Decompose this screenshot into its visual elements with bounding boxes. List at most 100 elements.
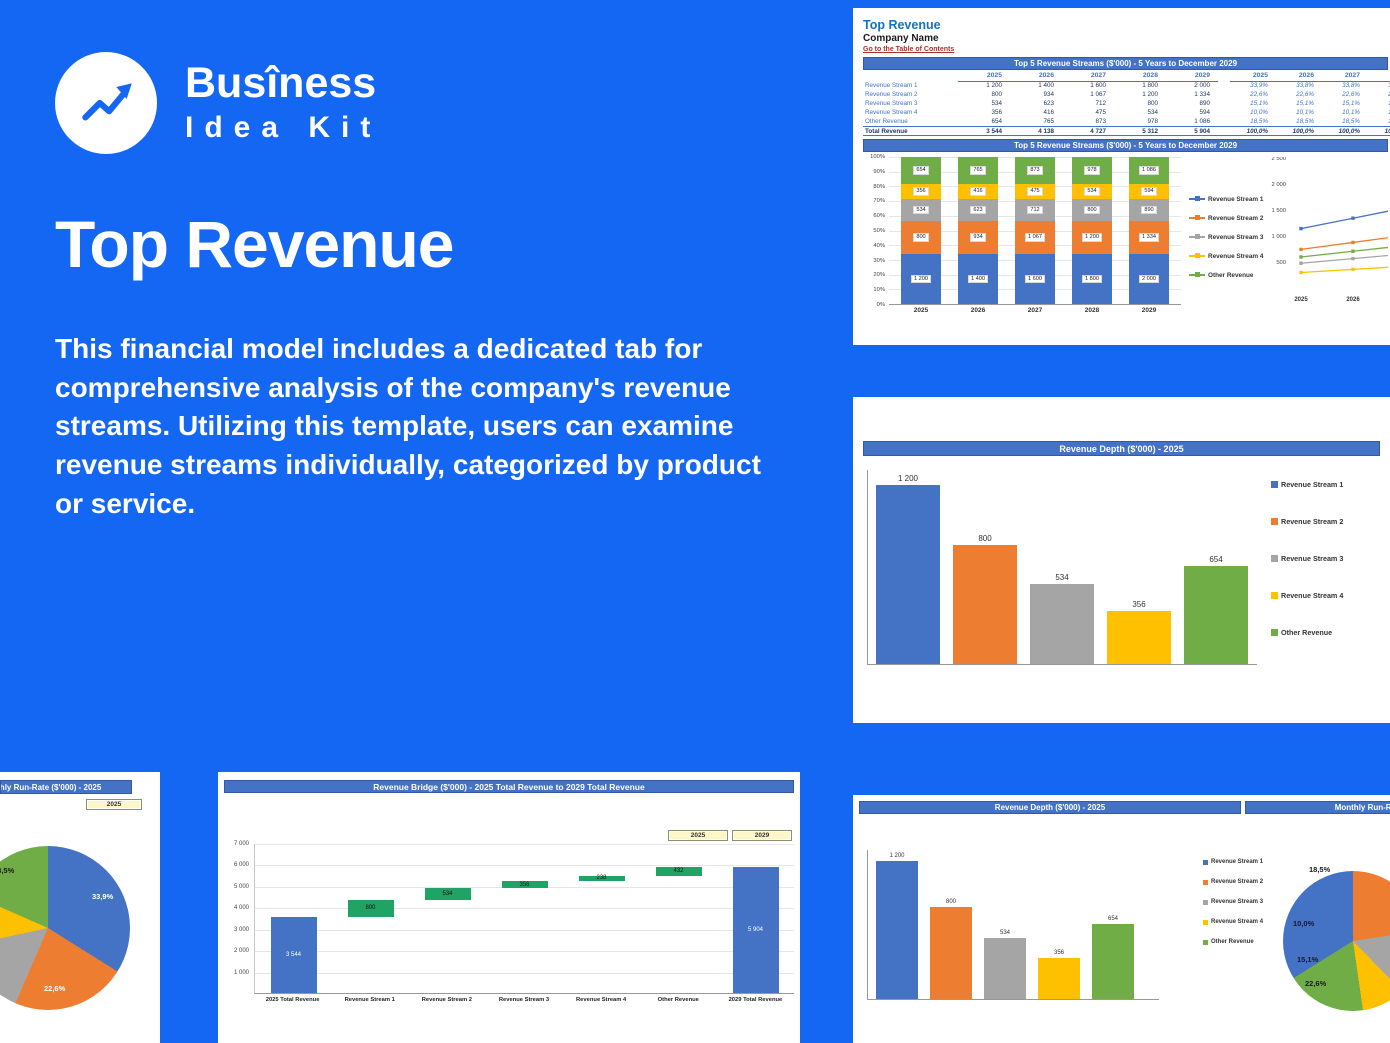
y-axis-tick: 80% (873, 183, 885, 190)
bridge-year-selector-start[interactable]: 2025 (668, 830, 728, 841)
cell-value: 356 (991, 109, 1002, 116)
cell-percent: 18,4% (1368, 118, 1390, 125)
cell-value: 1 334 (1194, 91, 1210, 98)
segment-data-label: 1 334 (1139, 233, 1159, 242)
y-axis-tick: 2 000 (1271, 182, 1286, 188)
bar (930, 907, 972, 999)
x-axis-tick: 2026 (970, 307, 986, 314)
bar-segment: 356 (901, 184, 941, 199)
legend-label: Revenue Stream 3 (1211, 899, 1264, 905)
y-axis-tick: 7 000 (233, 841, 249, 847)
legend-marker (1189, 253, 1205, 258)
segment-data-label: 1 067 (1025, 233, 1045, 242)
year-column-header: 2027 (1062, 70, 1114, 82)
table-row: Revenue Stream 4 356 416 475 534 594 10,0% 10,1… (863, 108, 1390, 117)
total-cell-percent: 100,0% (1246, 127, 1268, 135)
stacked-bar: 1 200 800 534 356 654 (901, 157, 941, 304)
cell-value: 654 (991, 118, 1002, 125)
cell-percent: 18,5% (1296, 118, 1314, 125)
bar-segment: 934 (958, 221, 998, 255)
bar-segment: 1 800 (1072, 254, 1112, 304)
bar (1038, 958, 1080, 999)
y-axis-tick: 90% (873, 168, 885, 175)
bar-segment: 623 (958, 198, 998, 222)
company-name: Company Name (863, 33, 939, 44)
legend-item: Revenue Stream 4 (1189, 253, 1267, 260)
cell-percent: 10,1% (1368, 109, 1390, 116)
segment-data-label: 475 (1027, 187, 1043, 196)
segment-data-label: 873 (1027, 166, 1043, 175)
segment-data-label: 2 000 (1139, 274, 1159, 284)
legend-label: Revenue Stream 1 (1281, 480, 1344, 489)
total-cell-value: 4 138 (1038, 127, 1054, 135)
segment-data-label: 890 (1141, 205, 1157, 215)
bar-segment: 1 400 (958, 254, 998, 304)
bridge-year-selector-end[interactable]: 2029 (732, 830, 792, 841)
bar-segment: 534 (901, 198, 941, 222)
spreadsheet-panel-top: Top Revenue Company Name Go to the Table… (853, 8, 1390, 345)
legend-item: Other Revenue (1203, 939, 1263, 945)
segment-data-label: 594 (1141, 187, 1157, 196)
cell-value: 534 (991, 100, 1002, 107)
depth-small-legend: Revenue Stream 1 Revenue Stream 2 Revenue … (1189, 849, 1263, 945)
bar-segment: 2 000 (1129, 254, 1169, 304)
waterfall-slot: 534 (409, 844, 486, 993)
bar (984, 937, 1026, 999)
segment-data-label: 534 (1084, 187, 1100, 196)
stacked-chart-header: Top 5 Revenue Streams ($'000) - 5 Years … (863, 139, 1388, 152)
cell-percent: 15,1% (1342, 100, 1360, 107)
legend-marker (1203, 939, 1208, 945)
run-rate-panel-left: Monthly Run-Rate ($'000) - 2025 2025 18,… (0, 772, 160, 1043)
cell-value: 1 067 (1090, 91, 1106, 98)
x-axis-tick: 2025 (913, 307, 929, 314)
bar (953, 544, 1017, 664)
bar-column: 534 (1030, 470, 1094, 664)
waterfall-bar: 534 (424, 888, 471, 900)
table-year-header-row: 202520262027202820292025202620272028 (863, 70, 1390, 82)
legend-label: Revenue Stream 3 (1208, 233, 1264, 241)
x-category-label: Revenue Stream 2 (421, 997, 472, 1003)
revenue-depth-plot: 1 200 800 534 356 654 (867, 470, 1257, 665)
bar-data-label: 5 904 (747, 926, 763, 933)
page-description: This financial model includes a dedicate… (55, 333, 761, 519)
waterfall-bar: 356 (501, 880, 548, 889)
brand-name: Busîness Idea Kit (185, 61, 381, 144)
revenue-table: 202520262027202820292025202620272028 Reve… (863, 70, 1390, 136)
cell-percent: 22,6% (1342, 91, 1360, 98)
legend-label: Revenue Stream 3 (1281, 554, 1344, 563)
revenue-depth-panel: Revenue Depth ($'000) - 2025 1 200 800 534… (853, 397, 1390, 723)
stacked-bar: 2 000 1 334 890 594 1 086 (1129, 157, 1169, 304)
gridline (255, 844, 794, 845)
cell-percent: 33,9% (1250, 82, 1268, 89)
legend-label: Revenue Stream 2 (1208, 214, 1264, 222)
year-column-header: 2026 (1010, 70, 1062, 82)
total-cell-value: 5 904 (1194, 127, 1210, 135)
waterfall-bar: 800 (347, 899, 394, 918)
waterfall-y-axis: 7 000 6 000 5 000 4 000 3 000 2 000 1 000 (224, 841, 254, 994)
cell-value: 978 (1147, 118, 1158, 125)
segment-data-label: 356 (913, 187, 929, 196)
run-rate-pie-chart-right (1283, 871, 1390, 1011)
bar-column: 1 200 (876, 470, 940, 664)
pct-year-column-header: 2026 (1276, 70, 1322, 82)
legend-marker (1271, 518, 1278, 525)
bar-column: 534 (984, 850, 1026, 999)
cell-percent: 18,5% (1250, 118, 1268, 125)
legend-marker (1189, 215, 1205, 220)
waterfall-slot: 432 (640, 844, 717, 993)
revenue-bridge-panel: Revenue Bridge ($'000) - 2025 Total Reve… (218, 772, 800, 1043)
year-selector[interactable]: 2025 (86, 799, 142, 810)
y-axis-tick: 2 500 (1271, 157, 1286, 162)
total-cell-value: 4 727 (1090, 127, 1106, 135)
cell-value: 800 (1147, 100, 1158, 107)
bar-segment: 873 (1015, 157, 1055, 185)
cell-value: 934 (1043, 91, 1054, 98)
table-of-contents-link[interactable]: Go to the Table of Contents (863, 46, 955, 53)
legend-marker (1203, 899, 1208, 905)
x-axis-tick: 2029 (1141, 307, 1157, 314)
y-axis-tick: 1 500 (1271, 208, 1286, 214)
y-axis-tick: 2 000 (233, 948, 249, 955)
bar-value-label: 800 (978, 533, 992, 543)
